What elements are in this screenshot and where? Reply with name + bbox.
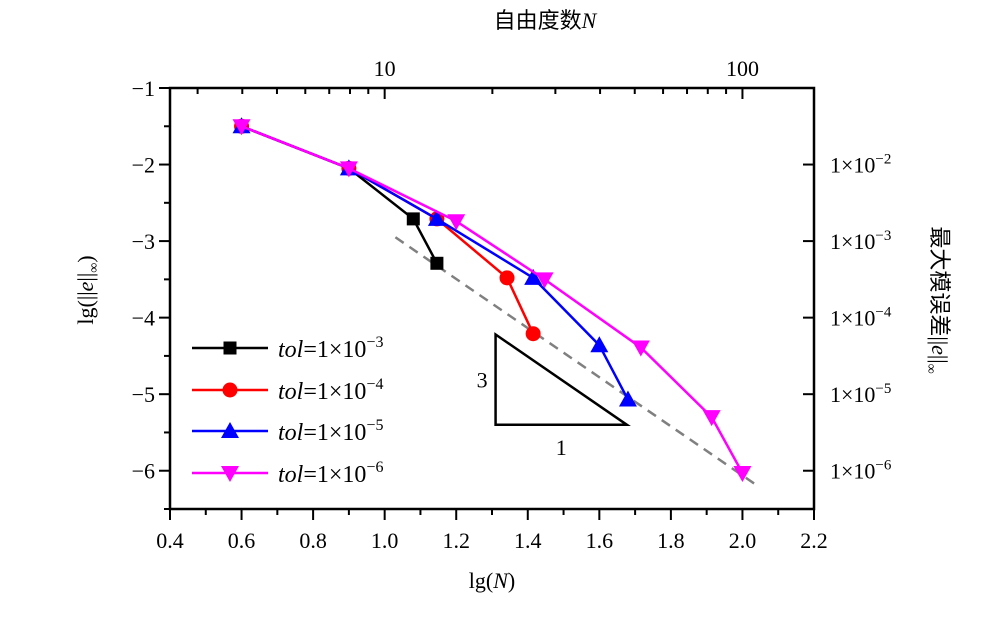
right-tick-label: 1×10−6 — [830, 458, 892, 484]
legend-marker — [221, 422, 239, 438]
x-tick-label: 1.0 — [371, 528, 399, 553]
x-axis-title: lg(N) — [469, 568, 515, 593]
series-4 — [232, 119, 752, 483]
legend-label: tol=1×10−6 — [278, 459, 383, 488]
legend-marker — [223, 341, 237, 355]
top-axis-title: 自由度数N — [494, 8, 598, 33]
reference-slope: 31 — [394, 236, 758, 487]
series-line — [241, 125, 535, 335]
legend-label: tol=1×10−4 — [278, 376, 383, 405]
slope-run-label: 1 — [556, 435, 567, 460]
y-tick-label: −3 — [132, 229, 155, 254]
legend-item: tol=1×10−4 — [192, 376, 383, 405]
x-tick-label: 2.2 — [800, 528, 828, 553]
legend-item: tol=1×10−3 — [192, 334, 383, 363]
data-series — [232, 117, 752, 483]
series-2 — [234, 118, 541, 342]
y-tick-label: −6 — [132, 459, 155, 484]
y-axis-title: lg(||e||∞) — [73, 255, 102, 324]
series-line — [241, 125, 439, 264]
legend-item: tol=1×10−6 — [192, 459, 383, 488]
data-point — [339, 161, 358, 178]
legend-marker — [221, 466, 239, 482]
data-point — [590, 336, 609, 353]
data-point — [535, 272, 554, 289]
y-tick-label: −5 — [132, 382, 155, 407]
data-point — [631, 340, 650, 357]
plot-frame — [168, 86, 816, 511]
x-tick-label: 1.4 — [514, 528, 542, 553]
y-tick-label: −2 — [132, 153, 155, 178]
legend-label: tol=1×10−3 — [278, 334, 383, 363]
x-tick-label: 0.4 — [156, 528, 184, 553]
data-point — [427, 209, 446, 226]
right-tick-label: 1×10−4 — [830, 305, 892, 331]
data-point — [618, 390, 637, 407]
data-point — [232, 119, 251, 136]
x-tick-label: 2.0 — [729, 528, 757, 553]
data-point — [524, 268, 543, 285]
right-tick-label: 1×10−3 — [830, 228, 891, 254]
x-tick-label: 1.6 — [586, 528, 614, 553]
data-point — [733, 466, 752, 483]
slope-rise-label: 3 — [477, 368, 488, 393]
x-tick-label: 0.8 — [299, 528, 327, 553]
right-tick-label: 1×10−5 — [830, 381, 891, 407]
y-tick-label: −4 — [132, 306, 155, 331]
data-point — [702, 410, 721, 427]
data-point — [406, 212, 420, 226]
x-tick-label: 0.6 — [228, 528, 256, 553]
right-tick-label: 1×10−2 — [830, 152, 891, 178]
legend-item: tol=1×10−5 — [192, 417, 383, 446]
data-point — [499, 270, 515, 286]
legend-label: tol=1×10−5 — [278, 417, 383, 446]
top-tick-label: 10 — [374, 56, 396, 81]
data-point — [525, 326, 541, 342]
legend: tol=1×10−3 tol=1×10−4 tol=1×10−5 tol=1×10−6 — [192, 334, 383, 488]
reference-line — [394, 236, 758, 487]
x-tick-label: 1.8 — [657, 528, 685, 553]
y-tick-label: −1 — [132, 76, 155, 101]
data-point — [430, 256, 444, 270]
axes: 0.4 0.6 0.8 1.0 1.2 1.4 1.6 1.8 2.0 2.2 −1 −2 −3 −4 −5… — [132, 56, 892, 553]
top-tick-label: 100 — [726, 56, 759, 81]
legend-marker — [222, 382, 238, 398]
x-tick-label: 1.2 — [442, 528, 470, 553]
data-point — [447, 214, 466, 231]
slope-triangle — [494, 332, 631, 427]
right-axis-title: 最大模误差||e||∞ — [923, 226, 952, 373]
